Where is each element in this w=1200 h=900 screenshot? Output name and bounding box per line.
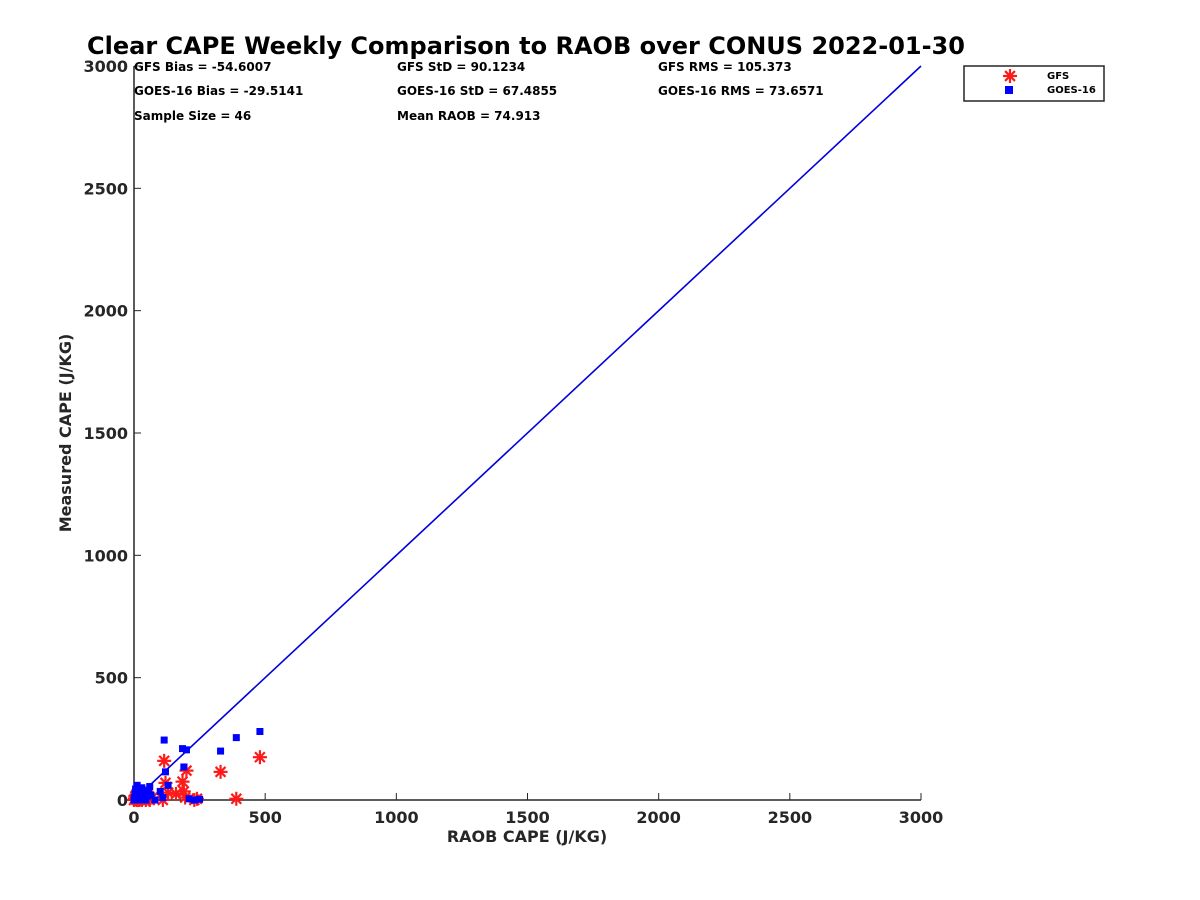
x-tick-label: 3000	[899, 808, 944, 827]
stat-text: GOES-16 StD = 67.4855	[397, 84, 557, 98]
y-tick-label: 3000	[83, 57, 128, 76]
chart-title: Clear CAPE Weekly Comparison to RAOB ove…	[87, 32, 965, 60]
gfs-point	[175, 774, 190, 789]
goes16-point	[147, 791, 155, 799]
one-to-one-line-path	[133, 65, 922, 801]
goes16-point	[182, 746, 190, 754]
goes16-point	[185, 795, 193, 803]
x-tick-label: 2500	[768, 808, 813, 827]
goes16-point	[151, 796, 159, 804]
legend-gfs-label: GFS	[1047, 71, 1069, 82]
goes16-point	[160, 736, 168, 744]
y-tick-label: 0	[117, 791, 128, 810]
legend-goes16-marker	[1005, 86, 1013, 94]
x-tick-label: 1500	[505, 808, 550, 827]
one-to-one-line	[133, 65, 922, 801]
legend: GFS GOES-16	[963, 65, 1105, 102]
goes16-point	[137, 790, 145, 798]
y-tick-label: 1000	[83, 546, 128, 565]
stat-text: GFS Bias = -54.6007	[134, 60, 271, 74]
goes16-point	[156, 787, 164, 795]
gfs-point	[213, 764, 228, 779]
goes16-point	[140, 789, 148, 797]
gfs-point	[229, 791, 244, 806]
stat-text: GFS RMS = 105.373	[658, 60, 792, 74]
stats-block: GFS Bias = -54.6007 GFS StD = 90.1234 GFS …	[134, 60, 824, 123]
data-points	[127, 727, 267, 807]
goes16-point	[179, 745, 187, 753]
goes16-point	[159, 794, 167, 802]
stat-text: GOES-16 Bias = -29.5141	[134, 84, 303, 98]
stat-text: Sample Size = 46	[134, 109, 251, 123]
stat-text: Mean RAOB = 74.913	[397, 109, 541, 123]
y-tick-label: 1500	[83, 424, 128, 443]
legend-goes16-square	[1005, 86, 1013, 94]
x-tick-label: 500	[248, 808, 281, 827]
gfs-point	[157, 753, 172, 768]
goes16-point	[133, 781, 141, 789]
goes16-point	[161, 768, 169, 776]
goes16-point	[217, 747, 225, 755]
x-axis-label: RAOB CAPE (J/KG)	[447, 827, 607, 846]
y-axis-label: Measured CAPE (J/KG)	[56, 334, 75, 533]
gfs-point	[252, 750, 267, 765]
goes16-point	[256, 727, 264, 735]
legend-box	[963, 65, 1105, 102]
x-tick-label: 0	[128, 808, 139, 827]
legend-gfs-marker	[1003, 69, 1017, 83]
y-tick-label: 2000	[83, 302, 128, 321]
goes16-point	[190, 796, 198, 804]
goes16-point	[232, 734, 240, 742]
axes: 0 500 1000 1500 2000 2500 3000 0 500 1000 1500 2000…	[83, 57, 943, 827]
goes16-point	[143, 792, 151, 800]
x-tick-label: 1000	[374, 808, 419, 827]
goes16-point	[142, 796, 150, 804]
stat-text: GFS StD = 90.1234	[397, 60, 525, 74]
y-tick-label: 500	[95, 669, 128, 688]
goes16-point	[144, 786, 152, 794]
y-tick-label: 2500	[83, 179, 128, 198]
stat-text: GOES-16 RMS = 73.6571	[658, 84, 824, 98]
legend-goes16-label: GOES-16	[1047, 85, 1096, 96]
legend-gfs-asterisk	[1003, 69, 1017, 83]
goes16-point	[146, 783, 154, 791]
x-tick-label: 2000	[636, 808, 681, 827]
goes16-point	[196, 795, 204, 803]
goes16-point	[164, 781, 172, 789]
goes16-point	[138, 784, 146, 792]
goes16-point	[180, 763, 188, 771]
